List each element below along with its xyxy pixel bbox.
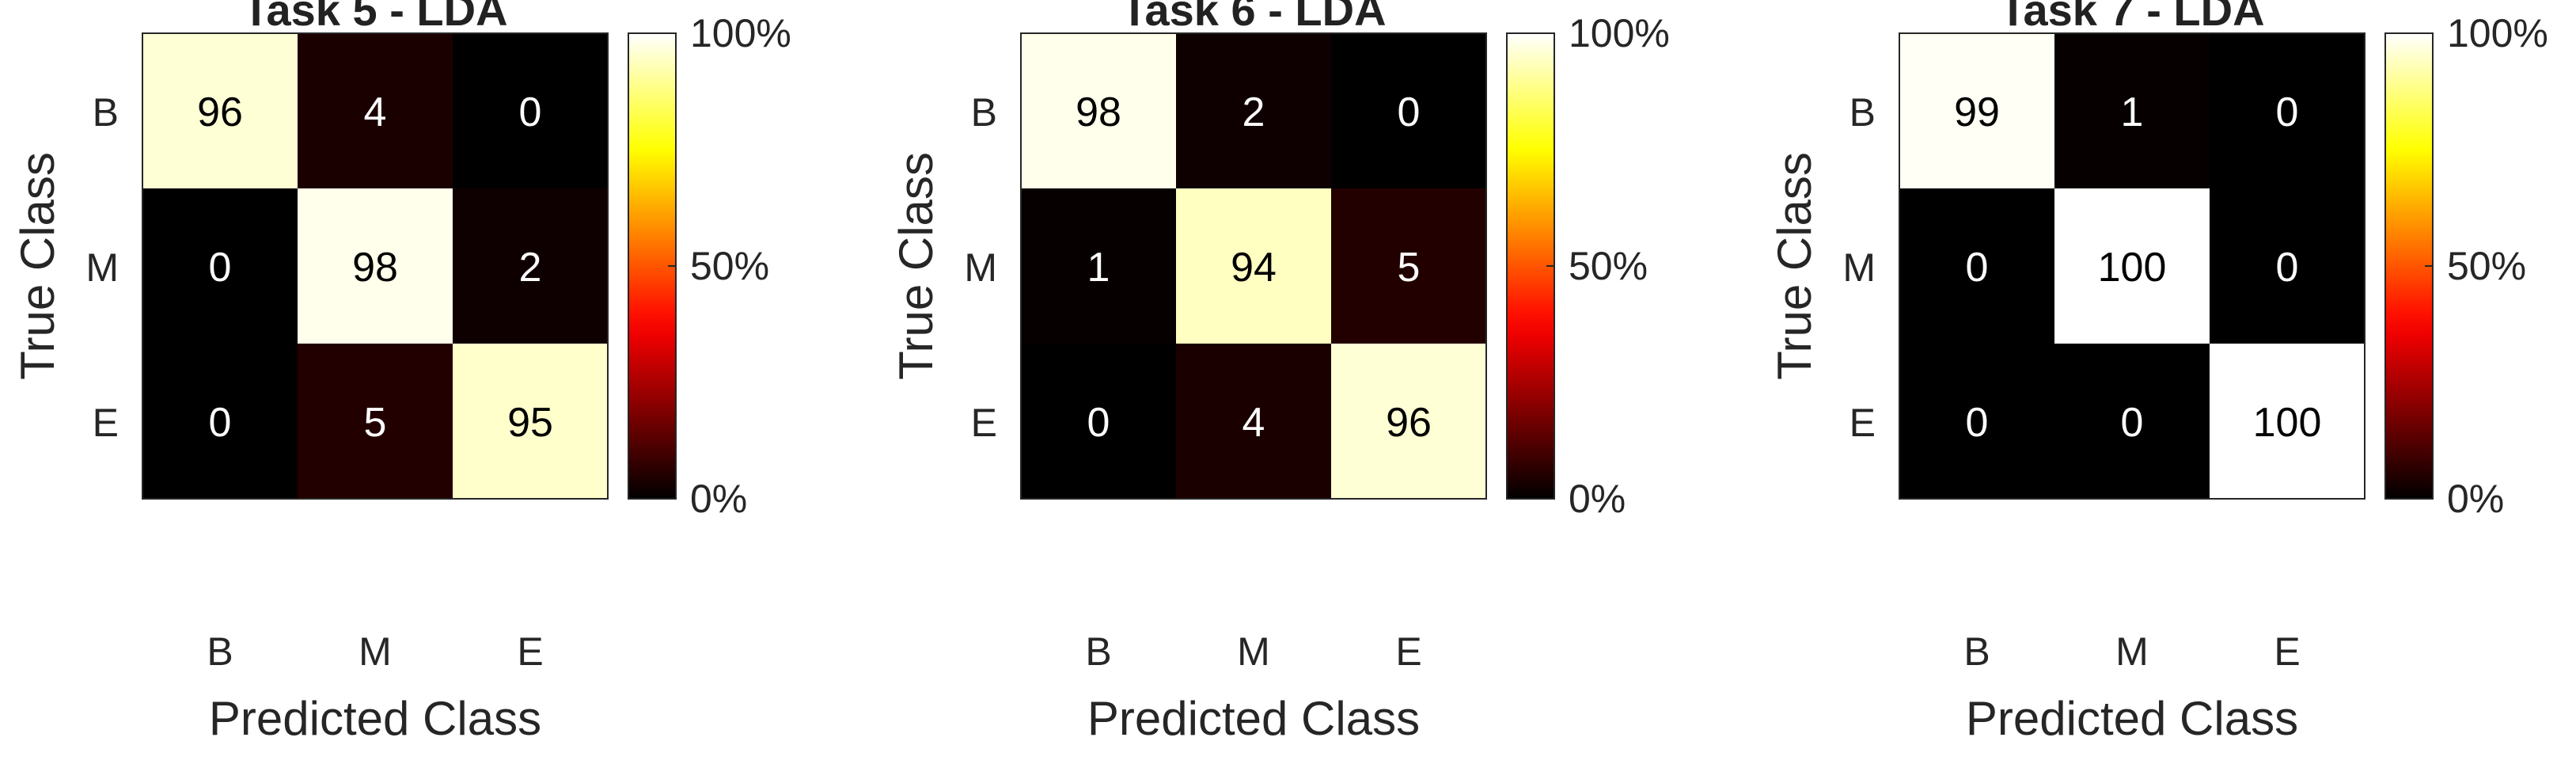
y-tick-label: B bbox=[1849, 90, 1876, 135]
cell-value-label: 0 bbox=[2276, 245, 2299, 291]
cell-value-label: 0 bbox=[2276, 89, 2299, 135]
x-tick-label: E bbox=[1395, 629, 1421, 674]
heatmap-cell bbox=[142, 344, 298, 499]
y-tick-label: B bbox=[93, 90, 119, 135]
heatmap-cell bbox=[1331, 344, 1486, 499]
cell-value-label: 2 bbox=[519, 245, 542, 291]
cell-value-label: 4 bbox=[364, 89, 387, 135]
heatmap-cell bbox=[142, 33, 298, 188]
x-tick-label: B bbox=[1963, 629, 1990, 674]
heatmap-cell bbox=[1021, 344, 1176, 499]
colorbar-tick-label: 0% bbox=[690, 477, 747, 521]
y-tick-label: B bbox=[971, 90, 997, 135]
cell-value-label: 0 bbox=[2121, 400, 2144, 446]
cell-value-label: 5 bbox=[364, 400, 387, 446]
heatmap-cell bbox=[1021, 188, 1176, 344]
chart-title: Task 5 - LDA bbox=[242, 0, 507, 35]
cell-value-label: 2 bbox=[1242, 89, 1265, 135]
y-axis-label: True Class bbox=[1768, 152, 1821, 380]
heatmap-cell bbox=[2054, 33, 2210, 188]
cell-value-label: 1 bbox=[1087, 245, 1110, 291]
x-axis-label: Predicted Class bbox=[209, 692, 541, 745]
cell-value-label: 96 bbox=[1386, 400, 1432, 446]
heatmap-cell bbox=[2210, 33, 2365, 188]
cell-value-label: 1 bbox=[2121, 89, 2144, 135]
cell-value-label: 98 bbox=[1076, 89, 1121, 135]
cell-value-label: 96 bbox=[197, 89, 243, 135]
heatmap-cell bbox=[1899, 33, 2054, 188]
heatmap-cell bbox=[453, 344, 608, 499]
cell-value-label: 100 bbox=[2253, 400, 2322, 446]
cell-value-label: 95 bbox=[507, 400, 553, 446]
cell-value-label: 100 bbox=[2098, 245, 2167, 291]
heatmap-cell bbox=[298, 33, 453, 188]
y-tick-label: M bbox=[1842, 245, 1876, 290]
x-tick-label: M bbox=[359, 629, 392, 674]
y-axis-label: True Class bbox=[11, 152, 64, 380]
heatmap-cell bbox=[453, 33, 608, 188]
colorbar-tick-label: 100% bbox=[690, 11, 791, 55]
heatmap-cell bbox=[298, 344, 453, 499]
x-tick-label: B bbox=[1085, 629, 1111, 674]
colorbar-tick-label: 50% bbox=[690, 244, 769, 288]
heatmap-cell bbox=[453, 188, 608, 344]
cell-value-label: 0 bbox=[519, 89, 542, 135]
y-tick-label: M bbox=[85, 245, 119, 290]
x-tick-label: B bbox=[207, 629, 233, 674]
heatmap-cell bbox=[1176, 33, 1331, 188]
cell-value-label: 0 bbox=[1966, 400, 1989, 446]
heatmap-cell bbox=[298, 188, 453, 344]
x-axis-label: Predicted Class bbox=[1087, 692, 1420, 745]
x-tick-label: M bbox=[1237, 629, 1270, 674]
confusion-matrix-panel-2: Task 6 - LDA 98 2 0 1 94 5 0 4 96 B M E B M E Predicted … bbox=[890, 0, 1670, 745]
heatmap-cell bbox=[1021, 33, 1176, 188]
chart-title: Task 7 - LDA bbox=[1999, 0, 2264, 35]
y-tick-label: E bbox=[1849, 401, 1876, 445]
heatmap-cell bbox=[2054, 344, 2210, 499]
cell-value-label: 99 bbox=[1954, 89, 2000, 135]
colorbar-tick-label: 50% bbox=[2447, 244, 2526, 288]
axes-frame bbox=[142, 32, 609, 500]
heatmap-cell bbox=[2054, 188, 2210, 344]
y-tick-label: M bbox=[964, 245, 997, 290]
axes-frame bbox=[1020, 32, 1487, 500]
cell-value-label: 0 bbox=[1966, 245, 1989, 291]
heatmap-cell bbox=[1331, 33, 1486, 188]
x-tick-label: E bbox=[517, 629, 543, 674]
heatmap-cell bbox=[142, 188, 298, 344]
y-axis-label: True Class bbox=[890, 152, 943, 380]
chart-title: Task 6 - LDA bbox=[1121, 0, 1386, 35]
heatmap-cell bbox=[2210, 188, 2365, 344]
colorbar-tick-label: 0% bbox=[1569, 477, 1626, 521]
colorbar-tick-label: 100% bbox=[2447, 11, 2548, 55]
heatmap-cell bbox=[1899, 344, 2054, 499]
x-axis-label: Predicted Class bbox=[1966, 692, 2298, 745]
colorbar-tick-label: 0% bbox=[2447, 477, 2504, 521]
cell-value-label: 0 bbox=[209, 400, 232, 446]
x-tick-label: E bbox=[2274, 629, 2300, 674]
cell-value-label: 4 bbox=[1242, 400, 1265, 446]
confusion-matrix-panel-1: Task 5 - LDA 96 4 0 0 98 2 0 5 95 B M E B M E Predicted … bbox=[11, 0, 791, 745]
heatmap-cell bbox=[1176, 188, 1331, 344]
y-tick-label: E bbox=[971, 401, 997, 445]
cell-value-label: 0 bbox=[1087, 400, 1110, 446]
heatmap-cell bbox=[1899, 188, 2054, 344]
cell-value-label: 0 bbox=[209, 245, 232, 291]
cell-value-label: 94 bbox=[1231, 245, 1277, 291]
cell-value-label: 98 bbox=[352, 245, 398, 291]
y-tick-label: E bbox=[93, 401, 119, 445]
cell-value-label: 5 bbox=[1398, 245, 1421, 291]
heatmap-cell bbox=[2210, 344, 2365, 499]
heatmap-cell bbox=[1331, 188, 1486, 344]
x-tick-label: M bbox=[2115, 629, 2149, 674]
heatmap-cell bbox=[1176, 344, 1331, 499]
cell-value-label: 0 bbox=[1398, 89, 1421, 135]
axes-frame bbox=[1899, 32, 2365, 500]
colorbar-tick-label: 100% bbox=[1569, 11, 1670, 55]
colorbar-tick-label: 50% bbox=[1569, 244, 1648, 288]
